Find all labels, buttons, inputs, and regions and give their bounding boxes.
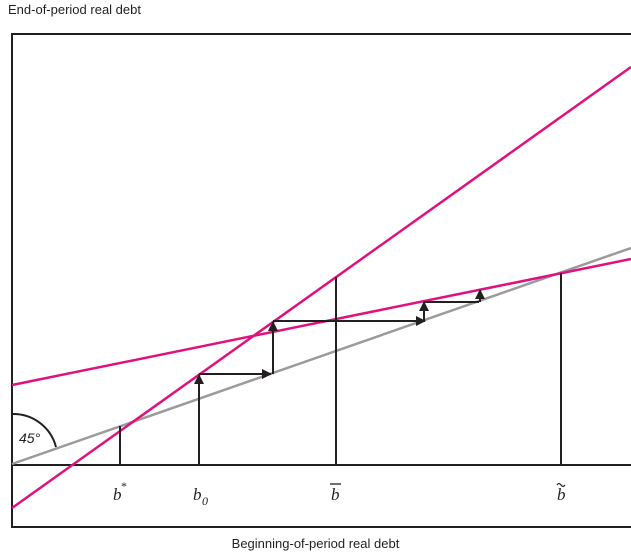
plot-frame [11, 33, 631, 528]
tick-b-star-label: b [113, 485, 122, 504]
tick-b-zero: b 0 [193, 485, 208, 508]
x-axis-title: Beginning-of-period real debt [231, 536, 400, 551]
tick-b-tilde-label: b [557, 485, 566, 504]
tick-b-star-superscript: * [121, 479, 127, 493]
angle-label: 45° [19, 430, 41, 446]
steep-debt-line [11, 65, 631, 510]
forty-five-degree-line [11, 246, 631, 466]
tick-b-bar: b [330, 483, 341, 504]
tick-b-tilde: b [556, 482, 566, 504]
tick-b-zero-label: b [193, 485, 202, 504]
tick-b-bar-label: b [331, 485, 340, 504]
tick-b-star: b * [113, 479, 127, 504]
angle-arc [11, 412, 57, 448]
y-axis-title: End-of-period real debt [8, 2, 141, 17]
tilde-accent [556, 482, 566, 488]
tick-b-zero-subscript: 0 [202, 494, 208, 508]
